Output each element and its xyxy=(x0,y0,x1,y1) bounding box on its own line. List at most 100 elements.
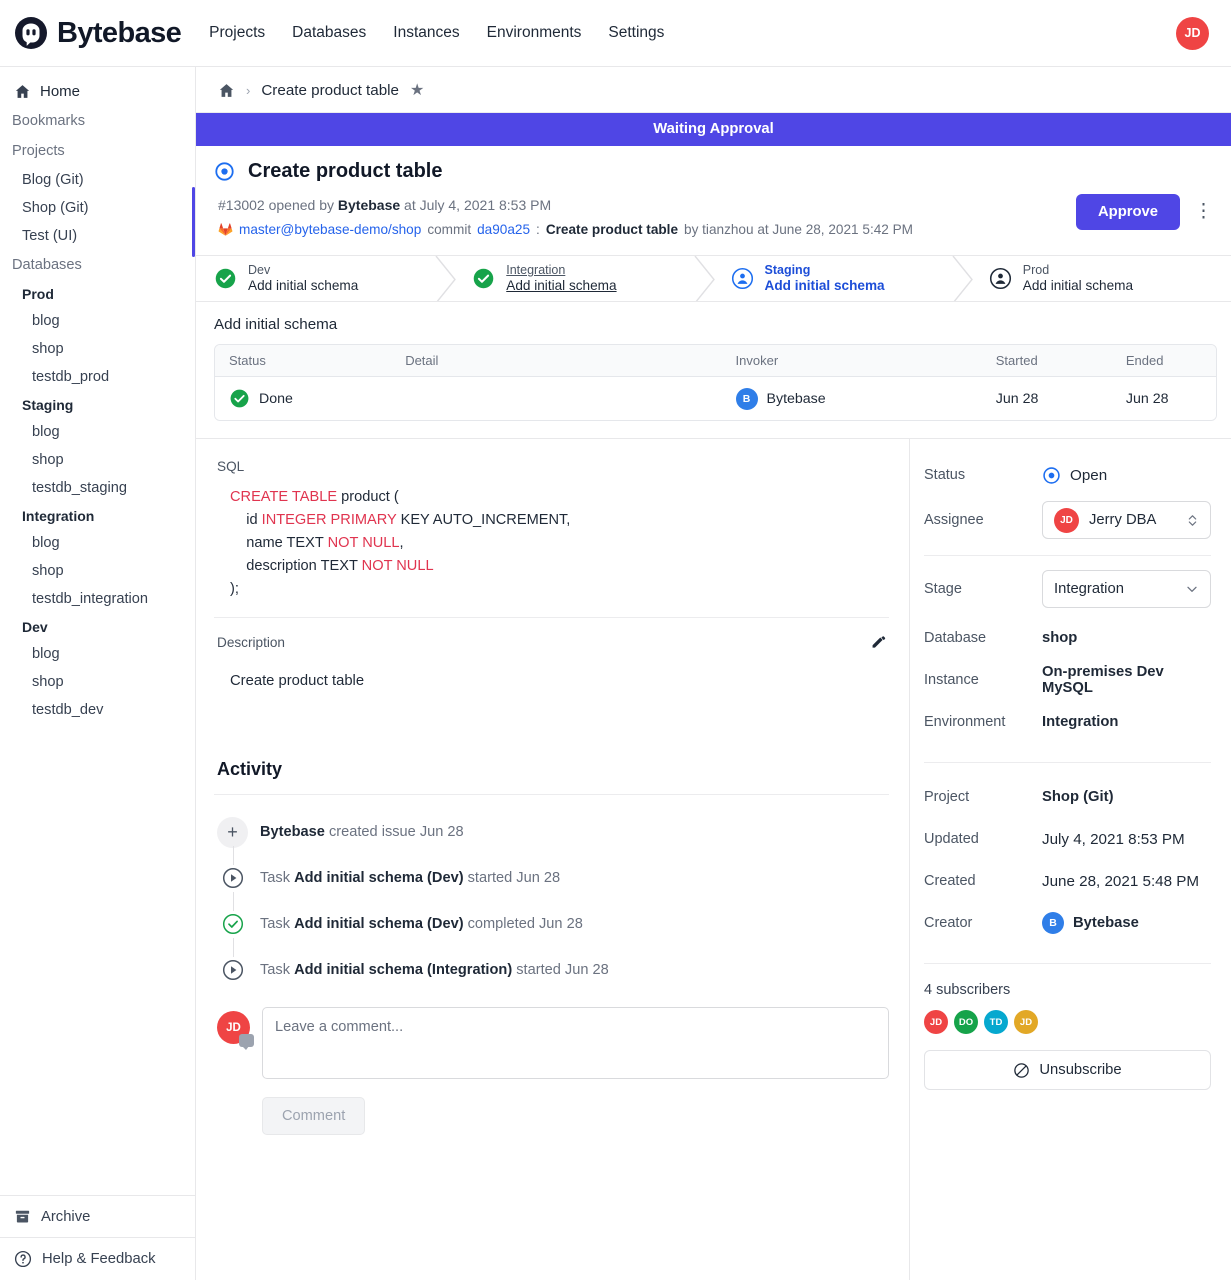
sidebar-item-help[interactable]: Help & Feedback xyxy=(0,1237,195,1280)
sidebar-item-project-shop[interactable]: Shop (Git) xyxy=(22,200,89,216)
nav-link-projects[interactable]: Projects xyxy=(209,24,266,41)
pipeline-stage-staging[interactable]: Staging Add initial schema xyxy=(715,256,973,301)
activity-connector xyxy=(233,846,234,865)
panel-instance-value[interactable]: On-premises Dev MySQL xyxy=(1042,664,1164,696)
task-cell-started: Jun 28 xyxy=(995,390,1039,407)
edit-pencil-icon[interactable] xyxy=(870,634,887,651)
nav-link-environments[interactable]: Environments xyxy=(486,24,582,41)
panel-row-instance: Instance On-premises Dev MySQL xyxy=(924,662,1211,698)
sidebar-db-integration-testdb[interactable]: testdb_integration xyxy=(32,591,149,607)
sidebar-db-staging-testdb[interactable]: testdb_staging xyxy=(32,480,127,496)
list-item: Task Add initial schema (Dev) started Ju… xyxy=(214,855,889,911)
sidebar-env-prod[interactable]: Prod xyxy=(22,286,54,302)
unsubscribe-button[interactable]: Unsubscribe xyxy=(924,1050,1211,1090)
help-circle-icon xyxy=(14,1250,32,1268)
activity-connector xyxy=(233,892,234,911)
sidebar-env-dev[interactable]: Dev xyxy=(22,619,48,635)
breadcrumb: › Create product table ★ xyxy=(196,67,1231,113)
breadcrumb-home-icon[interactable] xyxy=(218,82,235,99)
panel-row-created: Created June 28, 2021 5:48 PM xyxy=(924,863,1211,899)
body-split: Home Bookmarks Projects Blog (Git) Shop … xyxy=(0,67,1231,1280)
breadcrumb-title: Create product table xyxy=(261,81,399,99)
panel-project-value[interactable]: Shop (Git) xyxy=(1042,789,1114,805)
panel-status-value-wrap: Open xyxy=(1042,466,1107,485)
sidebar-db-dev-blog[interactable]: blog xyxy=(32,646,60,662)
panel-assignee-label: Assignee xyxy=(924,512,984,528)
comment-input[interactable] xyxy=(262,1007,889,1079)
sidebar-scroll-area: Home Bookmarks Projects Blog (Git) Shop … xyxy=(0,67,195,1195)
pipeline-chevron-icon xyxy=(693,256,715,301)
sidebar-db-integration-shop[interactable]: shop xyxy=(32,563,64,579)
panel-environment-value[interactable]: Integration xyxy=(1042,714,1119,730)
sidebar-db-integration-blog[interactable]: blog xyxy=(32,535,60,551)
issue-meta-line: #13002 opened by Bytebase at July 4, 202… xyxy=(214,183,1217,213)
sidebar-db-prod-shop[interactable]: shop xyxy=(32,341,64,357)
nav-link-instances[interactable]: Instances xyxy=(393,24,460,41)
no-entry-icon xyxy=(1014,1062,1030,1078)
stage-select[interactable]: Integration xyxy=(1042,570,1211,608)
panel-divider-bottom xyxy=(924,963,1211,964)
commit-colon: : xyxy=(536,222,540,237)
panel-creator-value[interactable]: Bytebase xyxy=(1073,915,1139,931)
sidebar-env-staging[interactable]: Staging xyxy=(22,397,74,413)
user-avatar[interactable]: JD xyxy=(1176,16,1209,50)
commit-branch-link[interactable]: master@bytebase-demo/shop xyxy=(239,222,422,237)
pipeline-stage-prod[interactable]: Prod Add initial schema xyxy=(973,256,1231,301)
sidebar-db-staging-shop[interactable]: shop xyxy=(32,452,64,468)
sql-text: KEY AUTO_INCREMENT, xyxy=(396,512,571,528)
comment-button[interactable]: Comment xyxy=(262,1097,366,1135)
sidebar-item-project-test[interactable]: Test (UI) xyxy=(22,228,78,244)
sidebar-item-archive[interactable]: Archive xyxy=(0,1195,195,1237)
sql-text: , xyxy=(399,535,404,551)
table-row[interactable]: Done B Bytebase Jun 28 Jun 28 xyxy=(215,377,1216,420)
sidebar-db-prod-testdb[interactable]: testdb_prod xyxy=(32,369,110,385)
commit-hash-link[interactable]: da90a25 xyxy=(477,222,531,237)
subscriber-avatar[interactable]: TD xyxy=(984,1010,1008,1034)
sidebar-db-prod-blog[interactable]: blog xyxy=(32,313,60,329)
sidebar-section-databases[interactable]: Databases xyxy=(12,257,82,273)
task-col-detail: Detail xyxy=(405,353,439,368)
sql-keyword: INTEGER PRIMARY xyxy=(261,512,397,528)
activity-list: + Bytebase created issue Jun 28 xyxy=(214,794,889,1135)
subscriber-avatar[interactable]: JD xyxy=(924,1010,948,1034)
subscriber-avatar[interactable]: DO xyxy=(954,1010,978,1034)
sidebar-section-projects[interactable]: Projects xyxy=(12,143,65,159)
bytebase-logo-icon xyxy=(15,17,47,49)
sidebar-db-staging-blog[interactable]: blog xyxy=(32,424,60,440)
star-icon[interactable]: ★ xyxy=(409,82,425,99)
brand-name: Bytebase xyxy=(57,16,182,49)
task-col-started: Started xyxy=(995,353,1038,368)
pipeline-chevron-icon xyxy=(952,256,973,301)
sidebar-db-dev-testdb[interactable]: testdb_dev xyxy=(32,702,104,718)
sidebar-db-dev-shop[interactable]: shop xyxy=(32,674,64,690)
issue-header-actions: Approve ⋮ xyxy=(1075,194,1217,230)
sidebar-scrollbar[interactable] xyxy=(192,187,195,257)
main-content: › Create product table ★ Waiting Approva… xyxy=(196,67,1231,1280)
panel-stage-label: Stage xyxy=(924,581,962,597)
check-circle-filled-icon xyxy=(230,389,249,408)
pipeline-stage-dev[interactable]: Dev Add initial schema xyxy=(196,256,457,301)
assignee-select[interactable]: JD Jerry DBA xyxy=(1042,501,1211,539)
nav-link-settings[interactable]: Settings xyxy=(608,24,665,41)
sidebar-item-home[interactable]: Home xyxy=(0,77,195,106)
sidebar-item-bookmarks[interactable]: Bookmarks xyxy=(12,113,85,129)
task-col-ended: Ended xyxy=(1125,353,1164,368)
brand-logo-area[interactable]: Bytebase xyxy=(14,16,182,50)
activity-suffix: completed Jun 28 xyxy=(463,916,583,932)
panel-row-status: Status Open xyxy=(924,457,1211,493)
sql-keyword: CREATE TABLE xyxy=(230,489,338,505)
sidebar-item-project-blog[interactable]: Blog (Git) xyxy=(22,172,84,188)
sidebar-env-integration[interactable]: Integration xyxy=(22,508,95,524)
nav-link-databases[interactable]: Databases xyxy=(292,24,367,41)
pipeline-stage-integration[interactable]: Integration Add initial schema xyxy=(456,256,715,301)
pipeline-chevron-icon xyxy=(435,256,457,301)
panel-row-environment: Environment Integration xyxy=(924,704,1211,740)
approve-button[interactable]: Approve xyxy=(1075,194,1180,230)
subscriber-avatar[interactable]: JD xyxy=(1014,1010,1038,1034)
pipeline-stage-dev-text: Dev Add initial schema xyxy=(248,263,358,294)
task-cell-invoker: B Bytebase xyxy=(735,387,996,410)
task-table: Status Detail Invoker Started Ended Don xyxy=(214,344,1217,421)
description-label: Description xyxy=(217,635,285,650)
panel-database-value[interactable]: shop xyxy=(1042,630,1078,646)
more-options-icon[interactable]: ⋮ xyxy=(1194,201,1213,222)
